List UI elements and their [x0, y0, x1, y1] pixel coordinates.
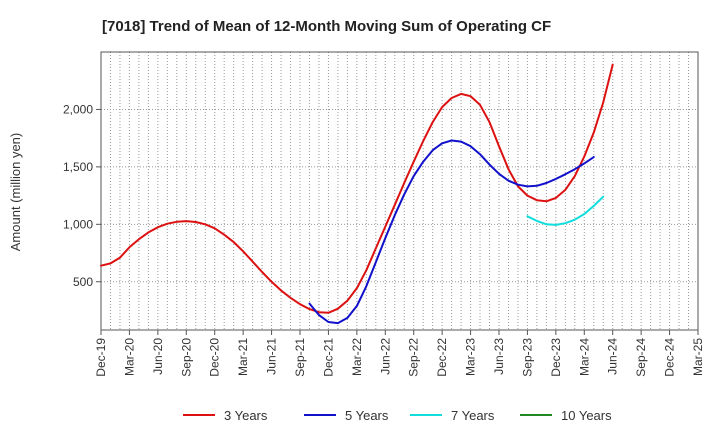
x-tick-label: Mar-20 [122, 338, 136, 376]
y-tick-label: 2,000 [63, 102, 93, 116]
x-tick-label: Mar-22 [350, 338, 364, 376]
legend-label-5-years: 5 Years [345, 408, 389, 423]
x-tick-label: Dec-22 [435, 338, 449, 377]
x-tick-label: Mar-23 [464, 338, 478, 376]
chart-title: [7018] Trend of Mean of 12-Month Moving … [102, 18, 551, 35]
series-line-3-years [100, 63, 614, 314]
x-axis: Dec-19 Mar-20 Jun-20 Sep-20 Dec-20 Mar-21 Jun-… [94, 330, 705, 377]
x-tick-label: Sep-22 [407, 338, 421, 377]
x-tick-label: Dec-21 [321, 338, 335, 377]
y-tick-label: 1,500 [63, 160, 93, 174]
legend-label-7-years: 7 Years [451, 408, 495, 423]
x-tick-label: Sep-21 [293, 338, 307, 377]
series-line-5-years [308, 139, 595, 325]
x-tick-label: Jun-20 [151, 338, 165, 375]
y-axis-label: Amount (million yen) [8, 133, 23, 252]
x-tick-label: Sep-23 [520, 338, 534, 377]
x-tick-label: Jun-23 [492, 338, 506, 375]
x-tick-label: Sep-24 [634, 338, 648, 377]
x-tick-label: Dec-23 [549, 338, 563, 377]
x-tick-label: Dec-20 [208, 338, 222, 377]
legend-label-10-years: 10 Years [561, 408, 612, 423]
plot-area [100, 51, 699, 331]
legend-label-3-years: 3 Years [224, 408, 268, 423]
grid-lines [101, 52, 698, 330]
x-tick-label: Dec-24 [663, 338, 677, 377]
y-tick-label: 500 [73, 275, 93, 289]
y-axis: 500 1,000 1,500 2,000 [63, 102, 101, 289]
series-lines [100, 63, 614, 325]
x-tick-label: Jun-24 [606, 338, 620, 375]
x-tick-label: Sep-20 [179, 338, 193, 377]
x-tick-label: Jun-21 [265, 338, 279, 375]
series-line-7-years [526, 195, 605, 226]
x-tick-label: Mar-24 [577, 338, 591, 376]
x-tick-label: Mar-21 [236, 338, 250, 376]
x-tick-label: Jun-22 [378, 338, 392, 375]
y-tick-label: 1,000 [63, 217, 93, 231]
legend: 3 Years 5 Years 7 Years 10 Years [183, 408, 612, 423]
x-tick-label: Dec-19 [94, 338, 108, 377]
x-tick-label: Mar-25 [691, 338, 705, 376]
